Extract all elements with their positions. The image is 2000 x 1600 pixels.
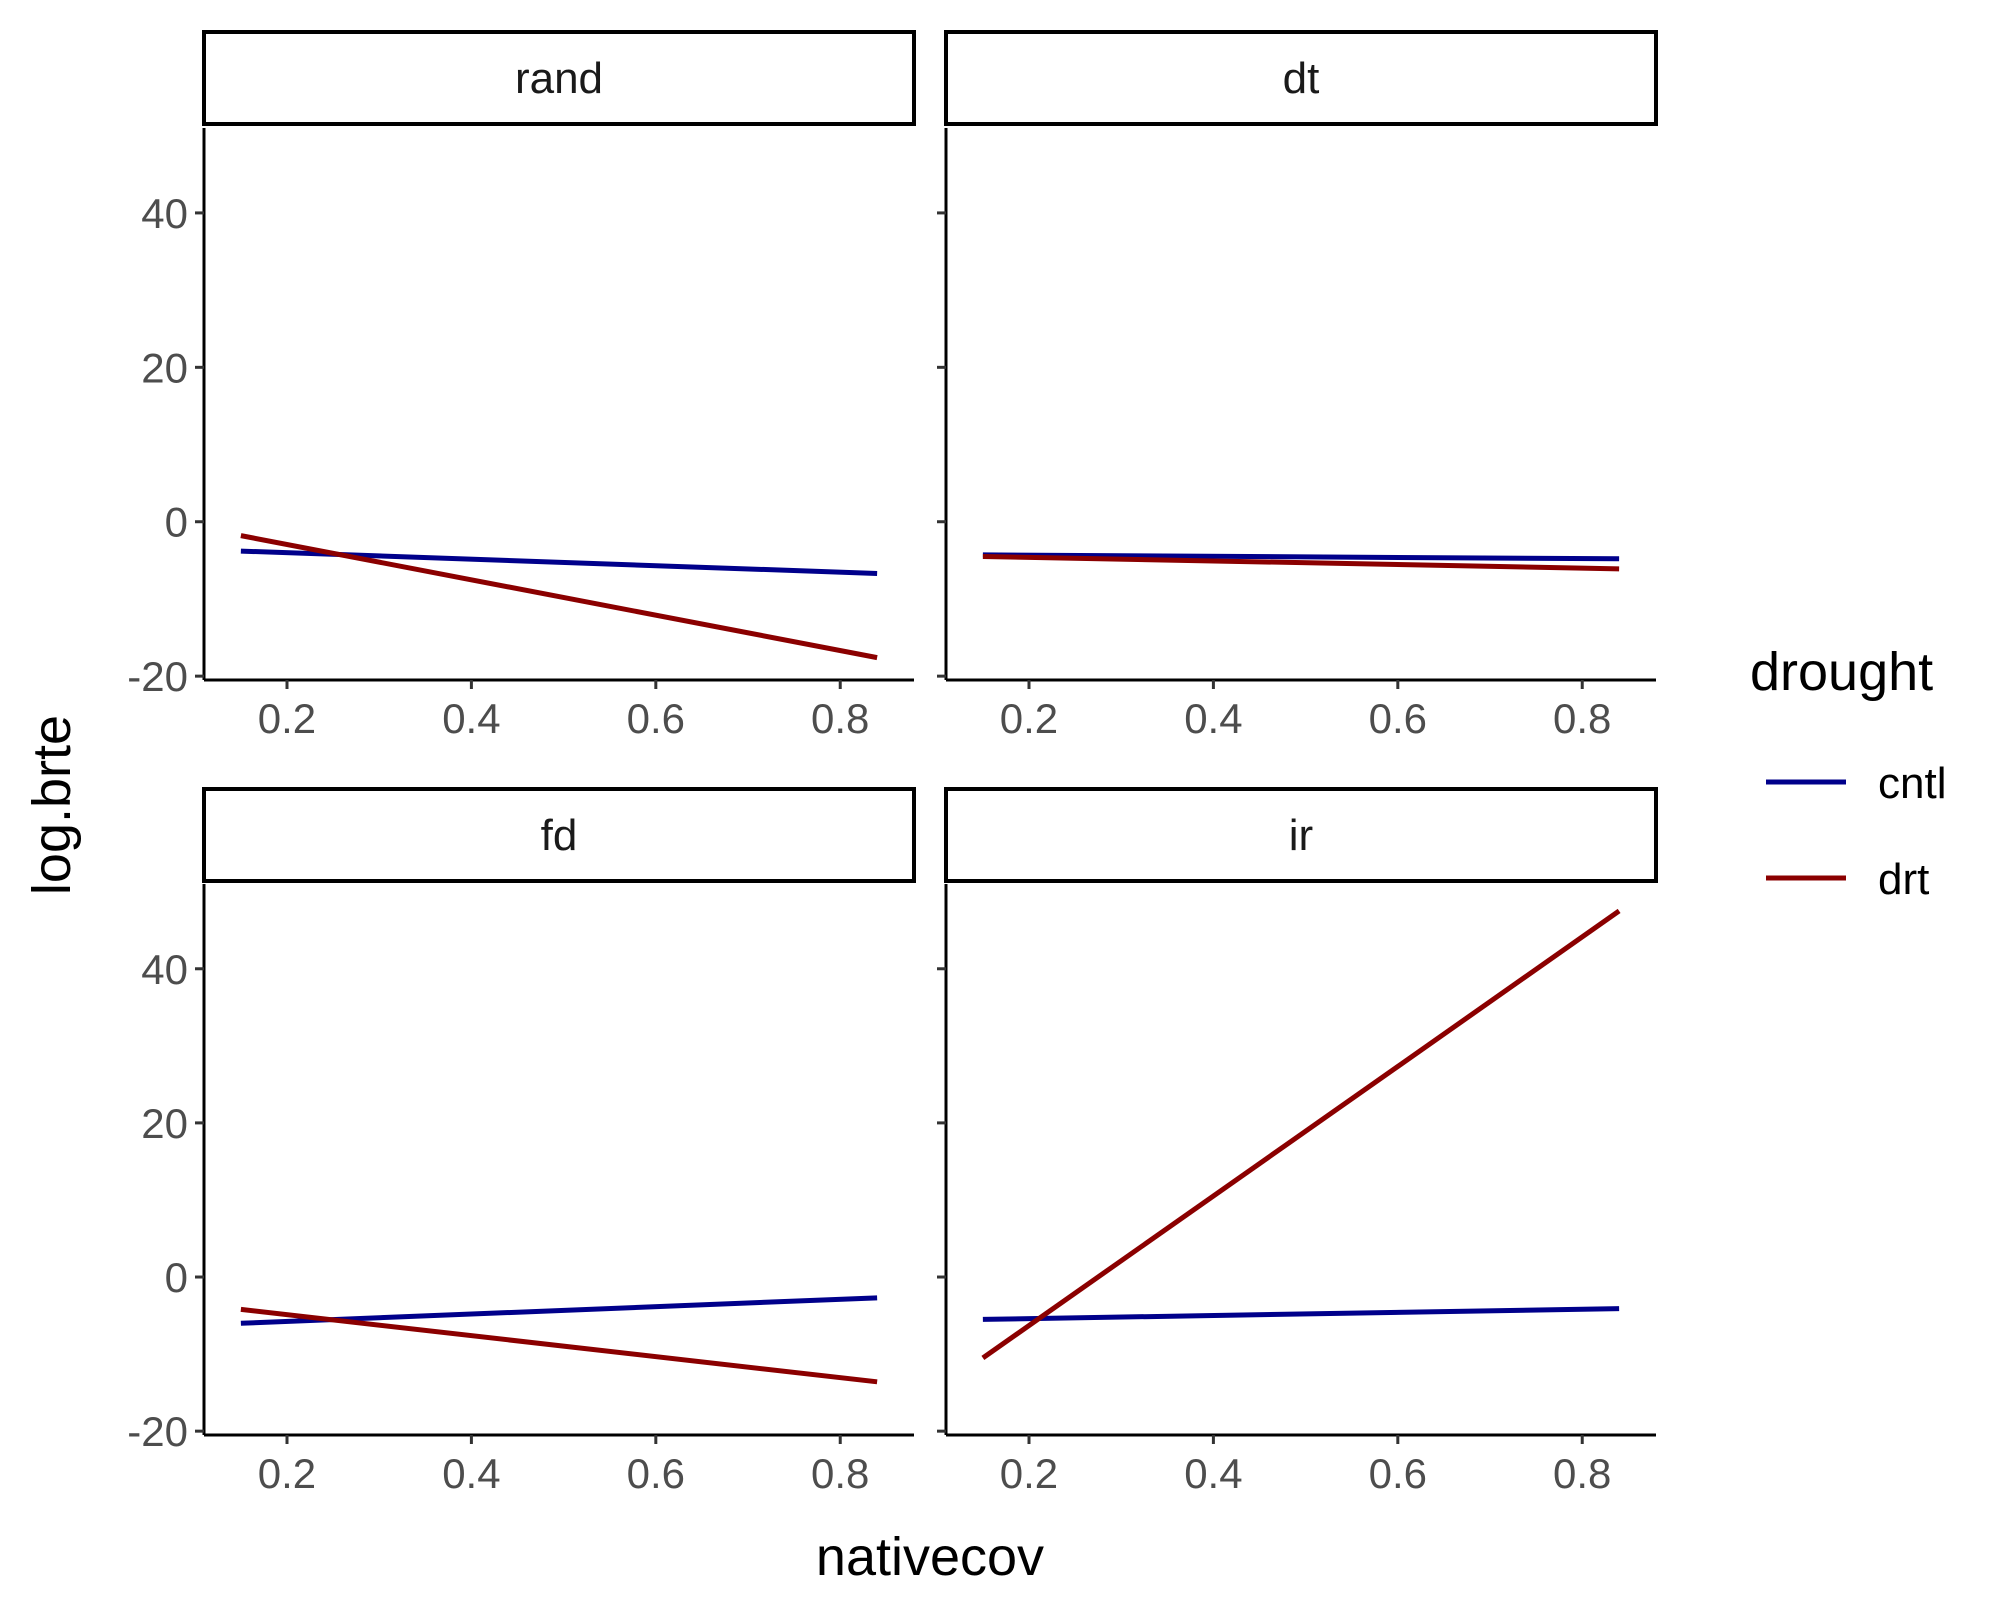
facet-strip-dt xyxy=(944,30,1658,126)
series-line-ir-cntl xyxy=(982,1306,1620,1322)
facet-strip-ir xyxy=(944,787,1658,883)
legend-label-drt: drt xyxy=(1878,855,1929,904)
x-tick-label: 0.2 xyxy=(1000,695,1058,742)
facet-strip-label-rand: rand xyxy=(515,54,603,103)
x-tick-label: 0.4 xyxy=(442,695,500,742)
x-tick-label: 0.2 xyxy=(258,1450,316,1497)
x-tick-label: 0.6 xyxy=(1369,695,1427,742)
x-axis-title: nativecov xyxy=(816,1527,1044,1587)
y-tick-label: -20 xyxy=(127,653,188,700)
series-line-dt-drt xyxy=(982,553,1620,572)
legend-title: drought xyxy=(1750,642,1933,702)
y-tick-label: 40 xyxy=(141,190,188,237)
x-tick-label: 0.8 xyxy=(811,1450,869,1497)
facet-strip-label-ir: ir xyxy=(1289,811,1313,860)
y-tick-label: 20 xyxy=(141,1100,188,1147)
x-tick-label: 0.4 xyxy=(1184,695,1242,742)
series-line-ir-drt xyxy=(981,908,1621,1360)
x-tick-label: 0.8 xyxy=(811,695,869,742)
y-tick-label: 0 xyxy=(165,499,188,546)
x-tick-label: 0.8 xyxy=(1553,695,1611,742)
facet-strip-fd xyxy=(202,787,916,883)
y-tick-label: 40 xyxy=(141,946,188,993)
y-tick-label: 20 xyxy=(141,344,188,391)
x-tick-label: 0.4 xyxy=(442,1450,500,1497)
x-tick-label: 0.6 xyxy=(1369,1450,1427,1497)
facet-strip-rand xyxy=(202,30,916,126)
y-tick-label: -20 xyxy=(127,1408,188,1455)
series-line-dt-cntl xyxy=(982,552,1620,562)
series-line-fd-drt xyxy=(240,1306,878,1385)
series-line-rand-drt xyxy=(240,533,878,661)
facet-strip-label-fd: fd xyxy=(541,811,578,860)
x-tick-label: 0.2 xyxy=(258,695,316,742)
x-tick-label: 0.6 xyxy=(627,695,685,742)
facet-strip-label-dt: dt xyxy=(1283,54,1320,103)
y-axis-title: log.brte xyxy=(22,715,82,895)
y-tick-label: 0 xyxy=(165,1254,188,1301)
legend-label-cntl: cntl xyxy=(1878,759,1946,808)
x-tick-label: 0.8 xyxy=(1553,1450,1611,1497)
x-tick-label: 0.4 xyxy=(1184,1450,1242,1497)
x-tick-label: 0.6 xyxy=(627,1450,685,1497)
x-tick-label: 0.2 xyxy=(1000,1450,1058,1497)
